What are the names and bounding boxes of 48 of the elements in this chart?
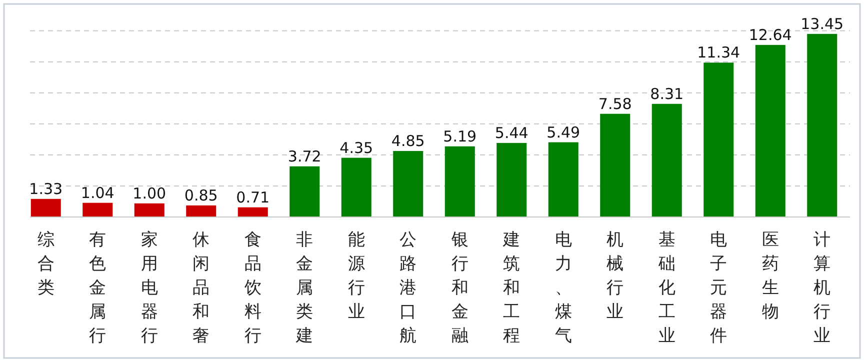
bar <box>652 104 682 217</box>
bar <box>341 158 372 217</box>
x-tick-label: 家用电器行 <box>140 230 158 346</box>
data-label: 0.71 <box>236 188 270 206</box>
data-label: 5.19 <box>443 127 477 146</box>
x-tick-label: 机械行业 <box>606 230 624 322</box>
data-label: 4.35 <box>340 138 374 157</box>
bar <box>755 44 786 217</box>
bar <box>238 207 268 217</box>
data-label: 13.45 <box>800 14 844 33</box>
x-tick-label: 银行和金融 <box>450 230 468 346</box>
bar <box>807 34 838 217</box>
data-label: 1.00 <box>132 184 166 202</box>
bar <box>186 205 216 217</box>
data-label: 8.31 <box>650 84 684 103</box>
x-tick-label: 建筑和工程 <box>502 230 520 346</box>
x-tick-label: 计算机行业 <box>814 230 831 346</box>
bar <box>393 150 424 217</box>
data-label: 1.33 <box>29 180 63 198</box>
x-tick-label: 食品饮料行 <box>243 230 262 346</box>
x-tick-label: 有色金属行 <box>89 230 106 346</box>
bar <box>600 114 630 217</box>
x-tick-label: 休闲品和奢 <box>192 230 210 346</box>
bar <box>30 198 61 217</box>
data-label: 5.49 <box>546 123 580 142</box>
data-label: 7.58 <box>598 94 632 113</box>
data-label: 5.44 <box>494 124 528 142</box>
bar <box>290 166 320 217</box>
x-tick-label: 能源行业 <box>348 230 365 322</box>
x-tick-label: 电子元器件 <box>710 230 728 346</box>
bar <box>496 142 527 217</box>
data-label: 4.85 <box>391 132 425 150</box>
bar <box>82 202 113 217</box>
x-tick-label: 公路港口航 <box>400 230 417 346</box>
data-label: 12.64 <box>748 26 792 44</box>
x-tick-label: 电力、煤气 <box>554 230 572 346</box>
bar <box>444 146 475 217</box>
bar <box>134 203 164 217</box>
bar <box>548 142 578 217</box>
data-label: 11.34 <box>697 44 740 62</box>
x-tick-label: 非金属类建 <box>295 230 314 346</box>
data-label: 1.04 <box>80 184 114 202</box>
x-tick-label: 医药生物 <box>762 230 779 322</box>
bar <box>704 62 734 217</box>
data-label: 3.72 <box>288 147 322 166</box>
x-tick-label: 基础化工业 <box>657 230 676 346</box>
x-tick-label: 综合类 <box>37 230 54 298</box>
data-label: 0.85 <box>184 186 218 204</box>
